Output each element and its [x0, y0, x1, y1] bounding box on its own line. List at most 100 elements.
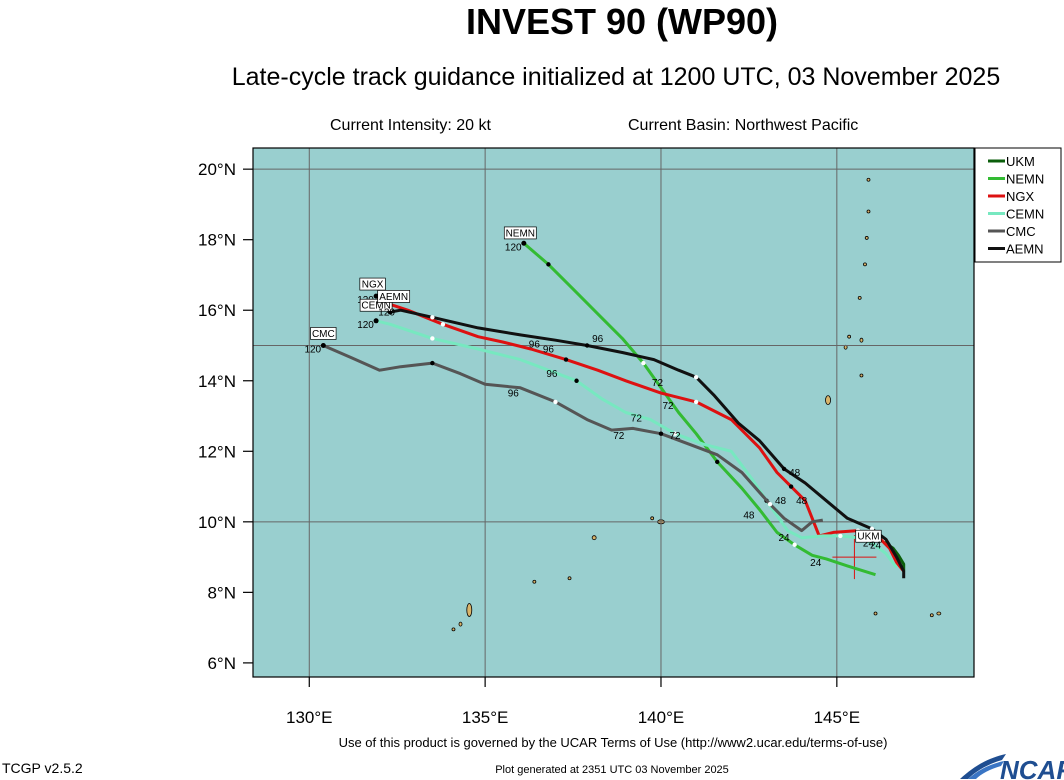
- island-shape: [857, 295, 862, 300]
- forecast-hour-label: 120: [505, 242, 522, 253]
- island-shape: [458, 621, 463, 627]
- axes: 130°E 135°E 140°E 145°E 6°N 8°N 10°N 12°N 14°N 16…: [198, 147, 975, 727]
- forecast-hour-label: 96: [592, 334, 604, 345]
- forecast-hour-label: 72: [631, 413, 643, 424]
- y-tick-label: 16°N: [198, 301, 236, 320]
- track-point: [658, 431, 664, 436]
- y-tick-label: 14°N: [198, 372, 236, 391]
- model-label-box: [310, 327, 337, 340]
- forecast-hour-label: 120: [357, 320, 374, 331]
- version-label: TCGP v2.5.2: [2, 760, 83, 776]
- legend-label: UKM: [1006, 154, 1035, 169]
- y-tick-label: 10°N: [198, 513, 236, 532]
- legend-label: AEMN: [1006, 242, 1044, 257]
- y-tick-label: 18°N: [198, 231, 236, 250]
- island-shape: [866, 209, 871, 214]
- forecast-hour-label: 72: [613, 431, 625, 442]
- track-point: [792, 542, 797, 547]
- forecast-hour-label: 72: [652, 378, 664, 389]
- island-shape: [873, 611, 878, 616]
- legend: UKM NEMN NGX CEMN CMC AEMN: [974, 147, 1062, 263]
- ocean-area: [253, 148, 974, 677]
- forecast-hour-label: 24: [870, 540, 882, 551]
- island-shape: [532, 579, 537, 584]
- current-basin: Current Basin: Northwest Pacific: [628, 117, 859, 134]
- forecast-hour-label: 48: [743, 510, 755, 521]
- y-tick-label: 8°N: [207, 583, 236, 602]
- legend-label: CEMN: [1006, 207, 1044, 222]
- model-label-box: [377, 290, 411, 303]
- track-point: [553, 399, 558, 405]
- island-shape: [847, 334, 852, 339]
- forecast-hour-label: 72: [662, 401, 674, 412]
- legend-box: [974, 147, 1062, 263]
- forecast-hour-label: 72: [669, 431, 681, 442]
- y-tick-label: 20°N: [198, 160, 236, 179]
- track-cemn: [375, 319, 898, 569]
- legend-label: NGX: [1006, 189, 1035, 204]
- track-labels: 24UKM24487296120NEMN487296120NGX48729612…: [304, 226, 882, 569]
- island-shape: [591, 535, 597, 541]
- x-tick-label: 130°E: [286, 708, 333, 727]
- forecast-hour-label: 96: [543, 345, 555, 356]
- forecast-hour-label: 24: [810, 558, 822, 569]
- track-point: [440, 322, 446, 327]
- model-label: NGX: [362, 280, 384, 291]
- y-tick-label: 6°N: [207, 654, 236, 673]
- island-shape: [567, 576, 572, 581]
- track-nemn: [522, 242, 876, 577]
- island-shape: [863, 262, 867, 267]
- island-shape: [866, 177, 871, 182]
- x-tick-label: 140°E: [638, 708, 685, 727]
- plot-frame: [252, 147, 975, 678]
- island-shape: [451, 627, 456, 632]
- model-label-box: [855, 529, 882, 543]
- land-masses: [451, 177, 942, 632]
- forecast-hour-label: 48: [775, 496, 787, 507]
- x-tick-label: 145°E: [814, 708, 861, 727]
- track-point: [546, 262, 551, 267]
- track-point: [767, 501, 773, 507]
- forecast-hour-label: 24: [863, 539, 875, 550]
- track-point: [715, 459, 720, 465]
- island-shape: [929, 613, 934, 618]
- track-point: [693, 399, 699, 405]
- island-shape: [650, 516, 655, 521]
- track-point: [781, 466, 787, 472]
- track-point: [838, 533, 843, 539]
- generated-timestamp: Plot generated at 2351 UTC 03 November 2…: [495, 764, 729, 776]
- model-label: CEMN: [361, 301, 390, 312]
- forecast-hour-label: 120: [378, 308, 395, 319]
- x-tick-label: 135°E: [462, 708, 509, 727]
- island-shape: [864, 236, 869, 240]
- legend-label: CMC: [1006, 224, 1036, 239]
- ocean-background: [253, 148, 974, 677]
- forecast-hour-label: 96: [529, 339, 541, 350]
- model-label: NEMN: [506, 228, 535, 239]
- island-shape: [859, 337, 864, 343]
- track-endpoint: [320, 342, 326, 348]
- forecast-hour-label: 48: [789, 468, 801, 479]
- track-cmc: [322, 344, 824, 533]
- page-subtitle: Late-cycle track guidance initialized at…: [231, 63, 1001, 91]
- model-label-box: [359, 277, 386, 291]
- track-point: [563, 357, 569, 362]
- page-title: INVEST 90 (WP90): [465, 1, 779, 42]
- terms-of-use-text: Use of this product is governed by the U…: [338, 735, 888, 750]
- model-label-box: [503, 226, 537, 240]
- track-point: [584, 343, 590, 348]
- track-point: [693, 375, 699, 380]
- island-shape: [825, 395, 831, 406]
- track-point: [641, 360, 646, 366]
- model-label: CMC: [312, 329, 335, 340]
- island-shape: [466, 603, 473, 617]
- track-point: [430, 360, 435, 366]
- track-point: [430, 315, 435, 320]
- current-intensity: Current Intensity: 20 kt: [330, 117, 491, 134]
- ncar-logo: NCAR: [960, 754, 1064, 780]
- track-point: [788, 484, 794, 489]
- track-point: [574, 378, 579, 383]
- legend-label: NEMN: [1006, 172, 1044, 187]
- track-endpoint: [373, 318, 379, 324]
